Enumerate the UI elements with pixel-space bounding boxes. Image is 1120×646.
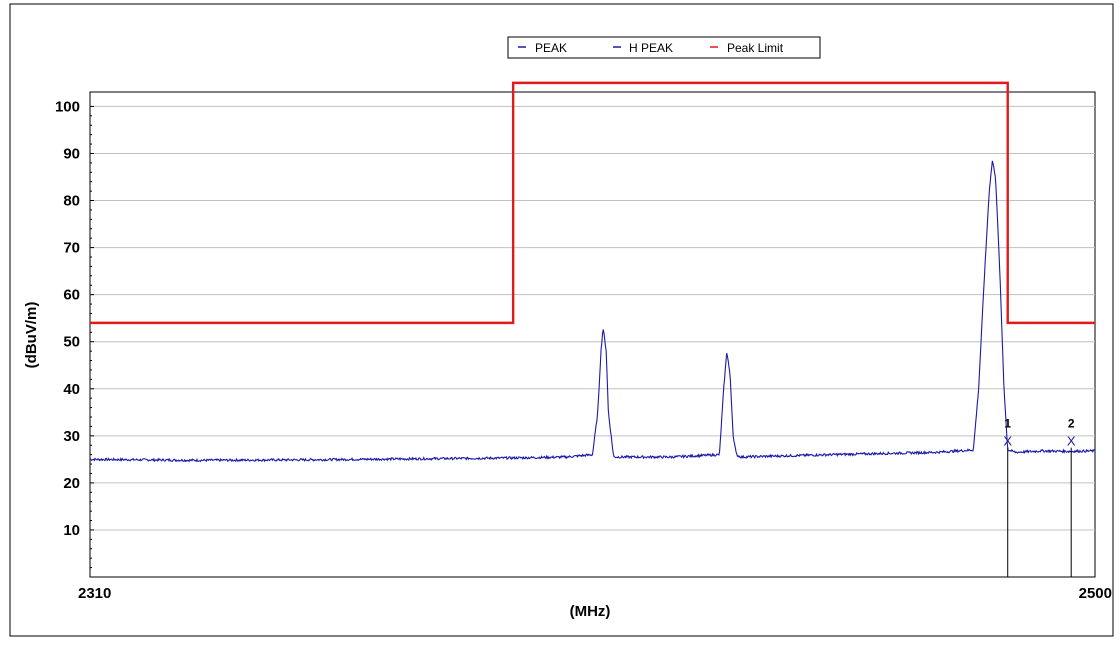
series-layer xyxy=(89,81,1096,463)
marker-1-point: X xyxy=(1003,434,1012,449)
plot-frame xyxy=(89,91,1096,578)
legend: PEAK H PEAK Peak Limit xyxy=(507,36,821,59)
y-tick-label-90: 90 xyxy=(63,145,80,162)
legend-label-h-peak: H PEAK xyxy=(629,41,673,55)
marker-2-label: 2 xyxy=(1068,417,1075,431)
x-axis-title: (MHz) xyxy=(570,603,611,620)
legend-label-peak-limit: Peak Limit xyxy=(727,41,784,55)
y-tick-label-80: 80 xyxy=(63,193,80,210)
y-tick-label-30: 30 xyxy=(63,428,80,445)
y-tick-label-20: 20 xyxy=(63,475,80,492)
marker-2-point: X xyxy=(1067,434,1076,449)
legend-box xyxy=(507,36,821,59)
y-tick-label-50: 50 xyxy=(63,334,80,351)
marker-1-label: 1 xyxy=(1004,417,1011,431)
x-axis-ticks: 2310 2500 xyxy=(78,585,1112,602)
y-tick-label-60: 60 xyxy=(63,287,80,304)
y-axis-title: (dBuV/m) xyxy=(23,302,40,369)
markers: X 1 X 2 xyxy=(1003,417,1076,577)
y-tick-label-70: 70 xyxy=(63,240,80,257)
grid-lines xyxy=(90,105,1095,531)
legend-label-peak: PEAK xyxy=(535,41,567,55)
series-line-peak-limit xyxy=(90,81,1095,325)
y-tick-label-10: 10 xyxy=(63,522,80,539)
y-tick-label-40: 40 xyxy=(63,381,80,398)
x-tick-label-min: 2310 xyxy=(78,585,111,602)
y-axis-ticks: 10 20 30 40 50 60 70 80 90 100 xyxy=(55,98,94,569)
series-line-peak xyxy=(89,160,1096,463)
x-tick-label-max: 2500 xyxy=(1079,585,1112,602)
y-tick-label-100: 100 xyxy=(55,98,80,115)
